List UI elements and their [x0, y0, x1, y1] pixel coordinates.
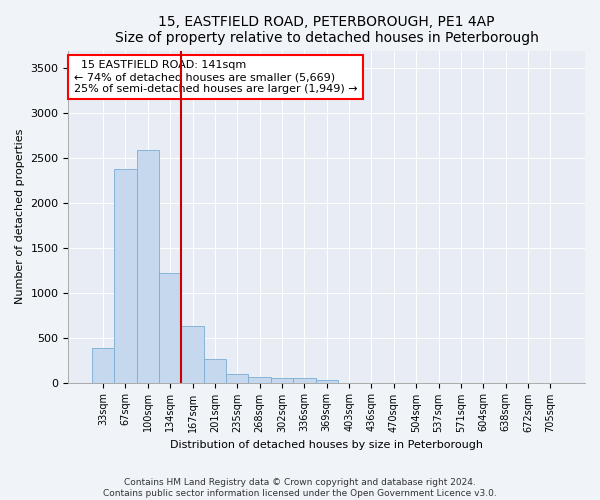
Bar — [92, 348, 114, 382]
Bar — [159, 273, 181, 382]
Bar — [114, 169, 137, 382]
Bar — [271, 378, 293, 382]
Y-axis label: Number of detached properties: Number of detached properties — [15, 129, 25, 304]
Bar — [316, 380, 338, 382]
Text: 15 EASTFIELD ROAD: 141sqm  
← 74% of detached houses are smaller (5,669)
25% of : 15 EASTFIELD ROAD: 141sqm ← 74% of detac… — [74, 60, 357, 94]
Bar — [204, 359, 226, 382]
Bar — [293, 378, 316, 382]
Bar — [248, 377, 271, 382]
Bar — [226, 374, 248, 382]
Text: Contains HM Land Registry data © Crown copyright and database right 2024.
Contai: Contains HM Land Registry data © Crown c… — [103, 478, 497, 498]
X-axis label: Distribution of detached houses by size in Peterborough: Distribution of detached houses by size … — [170, 440, 483, 450]
Bar — [137, 150, 159, 382]
Bar — [181, 326, 204, 382]
Title: 15, EASTFIELD ROAD, PETERBOROUGH, PE1 4AP
Size of property relative to detached : 15, EASTFIELD ROAD, PETERBOROUGH, PE1 4A… — [115, 15, 539, 45]
